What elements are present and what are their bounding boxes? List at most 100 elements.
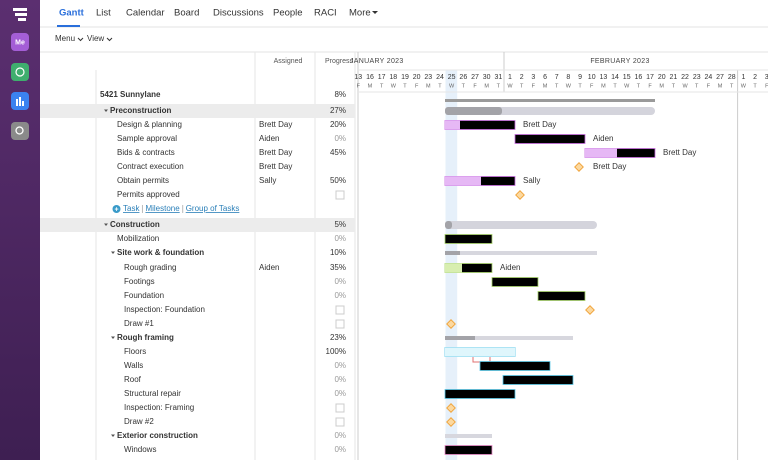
search-button[interactable] xyxy=(11,122,29,140)
task-name[interactable]: Design & planning xyxy=(117,120,182,129)
weekday: M xyxy=(484,83,489,89)
checkbox[interactable] xyxy=(335,305,345,315)
collapse-caret[interactable] xyxy=(104,109,108,113)
tab[interactable]: People xyxy=(273,8,303,19)
milestone[interactable] xyxy=(515,190,525,200)
task-name[interactable]: Inspection: Foundation xyxy=(124,305,205,314)
checkbox[interactable] xyxy=(335,417,345,427)
toolbar-button[interactable]: View xyxy=(87,34,104,43)
task-name[interactable]: Walls xyxy=(124,361,143,370)
task-bar[interactable] xyxy=(491,277,539,287)
tab[interactable]: List xyxy=(96,8,111,19)
task-bar[interactable] xyxy=(502,375,574,385)
task-name[interactable]: Rough framing xyxy=(117,333,174,342)
task-name[interactable]: Mobilization xyxy=(117,234,159,243)
weekday: T xyxy=(753,83,757,89)
progress: 35% xyxy=(330,263,346,272)
tab[interactable]: Discussions xyxy=(213,8,264,19)
group-bar-done xyxy=(445,107,502,115)
group-bar-done xyxy=(445,221,452,229)
chat-button[interactable] xyxy=(11,63,29,81)
day-number: 1 xyxy=(741,74,745,81)
task-name[interactable]: Structural repair xyxy=(124,389,181,398)
checkbox[interactable] xyxy=(335,403,345,413)
weekday: T xyxy=(462,83,466,89)
task-name[interactable]: Roof xyxy=(124,375,142,384)
task-name[interactable]: Permits approved xyxy=(117,190,180,199)
tab[interactable]: Board xyxy=(174,8,199,19)
task-bar[interactable] xyxy=(444,445,493,455)
weekday: W xyxy=(507,83,513,89)
milestone[interactable] xyxy=(446,319,456,329)
toolbar-button[interactable]: Menu xyxy=(55,34,75,43)
tab[interactable]: RACI xyxy=(314,8,337,19)
day-number: 27 xyxy=(471,74,479,81)
progress: 0% xyxy=(334,389,346,398)
checkbox[interactable] xyxy=(335,190,345,200)
collapse-caret[interactable] xyxy=(111,251,115,255)
day-number: 9 xyxy=(578,74,582,81)
day-number: 21 xyxy=(669,74,677,81)
month-label: FEBRUARY 2023 xyxy=(590,58,649,65)
task-name[interactable]: Foundation xyxy=(124,291,164,300)
weekday: T xyxy=(578,83,582,89)
task-name[interactable]: Draw #2 xyxy=(124,417,154,426)
day-number: 31 xyxy=(494,74,502,81)
collapse-caret[interactable] xyxy=(111,434,115,438)
collapse-caret[interactable] xyxy=(111,336,115,340)
task-name[interactable]: Contract execution xyxy=(117,162,184,171)
task-name[interactable]: Floors xyxy=(124,347,146,356)
task-name[interactable]: 5421 Sunnylane xyxy=(100,90,161,99)
weekday: F xyxy=(357,83,361,89)
checkbox[interactable] xyxy=(335,319,345,329)
weekday: T xyxy=(613,83,617,89)
milestone[interactable] xyxy=(446,403,456,413)
task-bar[interactable] xyxy=(537,291,586,301)
tab[interactable]: Calendar xyxy=(126,8,165,19)
milestone[interactable] xyxy=(574,162,584,172)
weekday: T xyxy=(497,83,501,89)
me-button[interactable] xyxy=(11,33,29,51)
tab[interactable]: More xyxy=(349,8,371,19)
day-number: 27 xyxy=(716,74,724,81)
add-link[interactable]: Milestone xyxy=(145,204,180,213)
milestone[interactable] xyxy=(446,417,456,427)
add-link[interactable]: Group of Tasks xyxy=(186,204,240,213)
add-link[interactable]: Task xyxy=(123,204,140,213)
task-name[interactable]: Exterior construction xyxy=(117,431,198,440)
progress: 20% xyxy=(330,120,346,129)
weekday: F xyxy=(648,83,652,89)
weekday: T xyxy=(695,83,699,89)
task-name[interactable]: Construction xyxy=(110,220,160,229)
task-name[interactable]: Preconstruction xyxy=(110,106,171,115)
tab[interactable]: Gantt xyxy=(59,8,85,19)
task-bar[interactable] xyxy=(514,134,586,144)
group-bar xyxy=(445,221,597,229)
day-number: 22 xyxy=(681,74,689,81)
task-bar[interactable] xyxy=(444,234,493,244)
day-number: 28 xyxy=(728,74,736,81)
task-bar[interactable] xyxy=(479,361,551,371)
day-number: 18 xyxy=(389,74,397,81)
task-name[interactable]: Inspection: Framing xyxy=(124,403,194,412)
weekday: M xyxy=(659,83,664,89)
milestone[interactable] xyxy=(585,305,595,315)
task-name[interactable]: Windows xyxy=(124,445,156,454)
progress: 27% xyxy=(330,106,346,115)
month-label: JANUARY 2023 xyxy=(350,58,404,65)
task-name[interactable]: Footings xyxy=(124,277,155,286)
task-name[interactable]: Site work & foundation xyxy=(117,248,204,257)
active-tab-underline xyxy=(57,25,80,27)
progress: 0% xyxy=(334,445,346,454)
task-name[interactable]: Draw #1 xyxy=(124,319,154,328)
weekday: T xyxy=(637,83,641,89)
task-name[interactable]: Obtain permits xyxy=(117,176,169,185)
weekday: M xyxy=(601,83,606,89)
task-bar[interactable] xyxy=(444,389,516,399)
summary-bar xyxy=(445,99,655,102)
task-name[interactable]: Sample approval xyxy=(117,134,177,143)
collapse-caret[interactable] xyxy=(104,223,108,227)
task-name[interactable]: Bids & contracts xyxy=(117,148,175,157)
task-name[interactable]: Rough grading xyxy=(124,263,176,272)
